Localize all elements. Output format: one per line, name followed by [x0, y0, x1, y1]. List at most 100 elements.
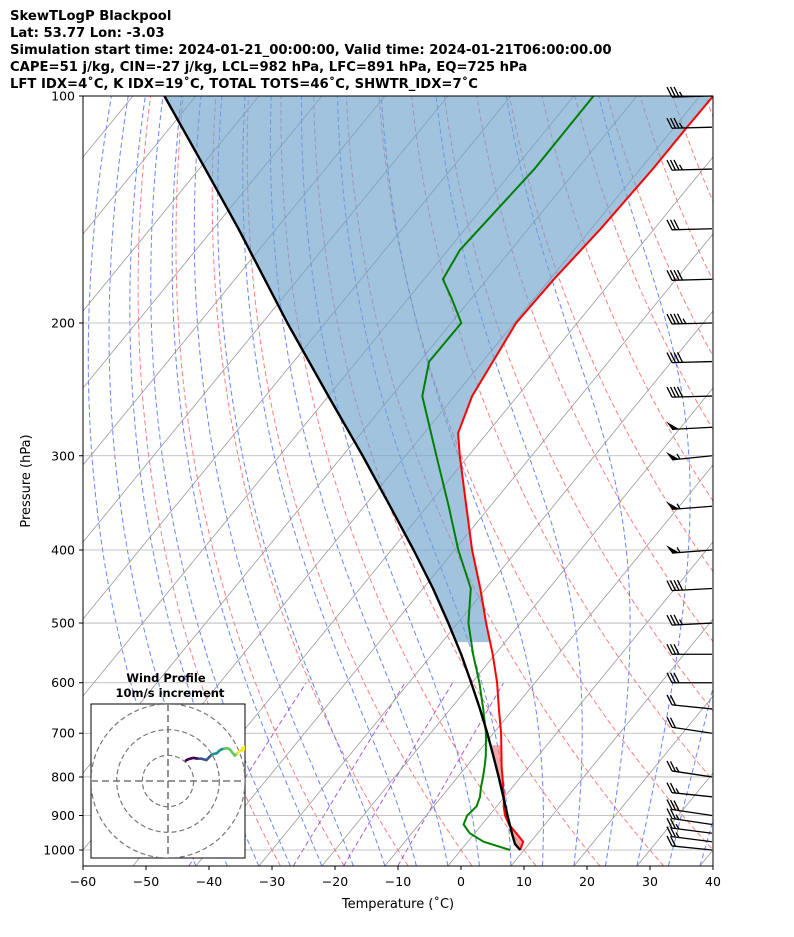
dewpoint-profile-line [421, 96, 595, 851]
barb-shaft [671, 817, 713, 826]
title-block: SkewTLogP Blackpool Lat: 53.77 Lon: -3.0… [10, 8, 612, 93]
barb-full [666, 614, 673, 626]
moist-adiabat-line [699, 819, 713, 866]
hodograph-increment-label: 10m/s increment [116, 686, 225, 700]
wind-barb [666, 386, 713, 398]
dry-adiabat-line [411, 96, 713, 782]
barb-full [666, 799, 673, 810]
barb-full [666, 782, 673, 793]
barb-full [666, 313, 673, 325]
wind-barb [666, 835, 713, 851]
barb-full [669, 761, 677, 772]
barb-full [669, 269, 677, 281]
x-tick-label: 20 [579, 874, 595, 889]
barb-flag [666, 545, 679, 554]
y-tick-label: 300 [51, 448, 75, 463]
wind-barb [666, 694, 713, 710]
x-tick-label: −60 [70, 874, 96, 889]
mixing-ratio-line [343, 682, 454, 866]
y-axis-label: Pressure (hPa) [19, 434, 34, 527]
x-tick-label: 30 [642, 874, 658, 889]
barb-half [676, 547, 681, 553]
barb-shaft [671, 836, 713, 843]
barb-full [666, 672, 673, 684]
barb-full [676, 269, 684, 281]
barb-full [666, 694, 673, 706]
barb-half [678, 164, 684, 171]
title-station: SkewTLogP Blackpool [10, 9, 172, 24]
dry-adiabat-line [672, 96, 713, 203]
barb-full [669, 818, 677, 829]
barb-half [675, 766, 680, 773]
wind-barb [666, 269, 713, 281]
wind-barb [666, 826, 713, 843]
y-tick-label: 700 [51, 726, 75, 741]
title-location: Lat: 53.77 Lon: -3.03 [10, 26, 165, 41]
barb-full [669, 835, 677, 847]
isotherm-line [699, 849, 713, 866]
x-tick-label: −40 [196, 874, 222, 889]
barb-full [666, 826, 673, 837]
moist-adiabat-line [731, 96, 794, 866]
barb-full [669, 808, 677, 820]
barb-full [666, 219, 673, 231]
dry-adiabat-line [280, 96, 537, 866]
barb-half [675, 814, 680, 820]
barb-full [666, 808, 673, 819]
barb-full [673, 643, 680, 655]
barb-full [669, 799, 677, 811]
y-tick-label: 100 [51, 89, 75, 104]
barb-full [669, 86, 677, 98]
barb-full [673, 614, 680, 626]
barb-full [673, 86, 680, 98]
wind-barb [666, 614, 713, 626]
dry-adiabat-line [211, 96, 409, 866]
title-stability-indices: LFT IDX=4˚C, K IDX=19˚C, TOTAL TOTS=46˚C… [10, 77, 478, 92]
moist-adiabat-line [667, 685, 713, 866]
y-tick-label: 400 [51, 542, 75, 557]
barb-full [673, 219, 680, 230]
barb-half [682, 318, 687, 324]
wind-barb [666, 352, 713, 364]
moist-adiabat-line [171, 96, 323, 866]
barb-full [666, 386, 673, 398]
wind-barb [666, 117, 713, 129]
wind-barb [666, 451, 713, 461]
isotherm-line [83, 96, 197, 235]
mixing-ratio-line [292, 682, 406, 866]
isotherm-line [0, 96, 70, 866]
barb-full [673, 269, 680, 281]
barb-half [675, 788, 680, 794]
x-tick-label: −10 [385, 874, 411, 889]
barb-full [676, 386, 684, 398]
wind-barb [666, 579, 713, 592]
x-tick-label: −50 [133, 874, 159, 889]
moist-adiabat-line [269, 96, 449, 866]
temperature-profile-line [457, 96, 713, 851]
barb-full [673, 352, 680, 363]
barb-shaft [671, 426, 713, 430]
dry-adiabat-line [175, 96, 345, 866]
barb-half [675, 823, 680, 830]
barb-full [673, 159, 680, 171]
barb-full [673, 117, 680, 129]
barb-full [666, 270, 673, 281]
x-tick-label: 0 [457, 874, 465, 889]
wind-barb [666, 716, 713, 734]
barb-half [676, 503, 681, 510]
barb-full [669, 782, 677, 794]
barb-full [673, 579, 680, 591]
mixing-ratio-line [397, 682, 505, 866]
y-tick-label: 500 [51, 616, 75, 631]
barb-full [669, 352, 677, 363]
barb-flag [666, 451, 679, 460]
wind-barb [666, 421, 713, 430]
isotherm-line [195, 233, 713, 866]
wind-barb [666, 672, 712, 684]
x-tick-label: −20 [322, 874, 348, 889]
y-tick-label: 1000 [43, 843, 75, 858]
title-times: Simulation start time: 2024-01-21_00:00:… [10, 43, 612, 58]
x-ticks: −60 −50 −40 −30 −20 −10 0 10 20 30 40 [70, 866, 721, 889]
wind-barb [666, 643, 712, 655]
